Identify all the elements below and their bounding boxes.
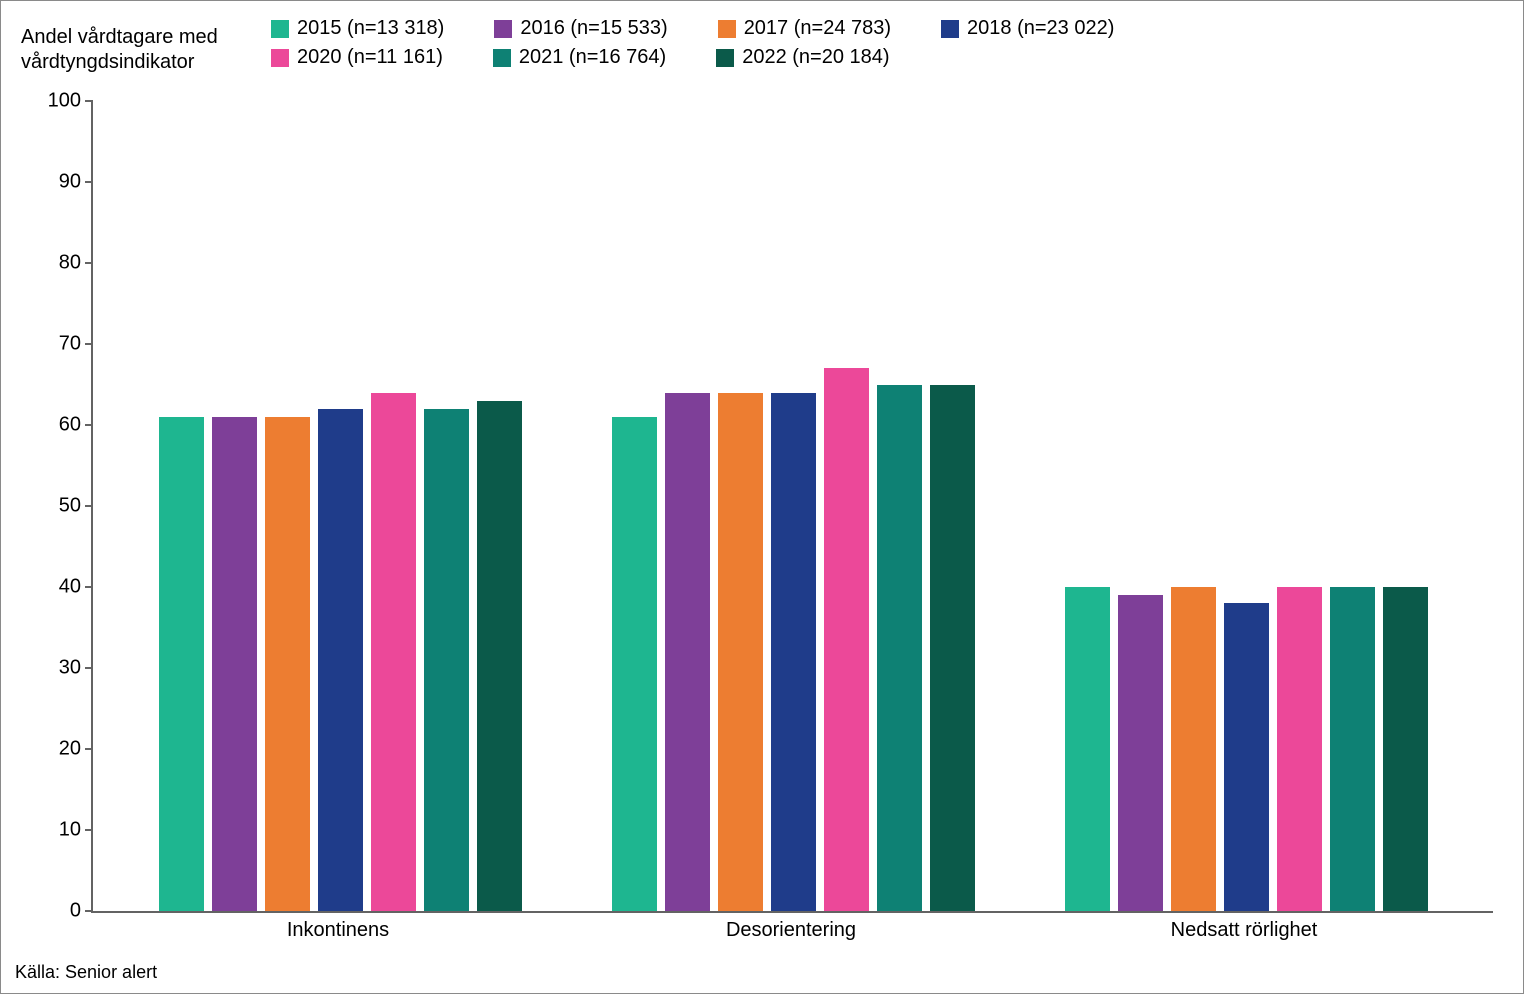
bar <box>265 417 310 911</box>
bars-layer <box>93 101 1493 911</box>
y-tick-label: 10 <box>21 819 81 842</box>
y-axis-title: Andel vårdtagare med vårdtyngdsindikator <box>1 11 271 75</box>
legend-swatch <box>271 49 289 67</box>
y-tick-label: 20 <box>21 738 81 761</box>
y-axis-title-line2: vårdtyngdsindikator <box>21 51 194 73</box>
legend-item: 2020 (n=11 161) <box>271 46 443 69</box>
legend-item: 2018 (n=23 022) <box>941 17 1114 40</box>
category-label: Desorientering <box>726 919 856 942</box>
legend-swatch <box>941 20 959 38</box>
legend-swatch <box>493 49 511 67</box>
y-tick-label: 80 <box>21 252 81 275</box>
y-tick-mark <box>85 262 93 264</box>
bar <box>1224 603 1269 911</box>
legend-item: 2022 (n=20 184) <box>716 46 889 69</box>
y-tick-label: 0 <box>21 900 81 923</box>
chart-frame: Andel vårdtagare med vårdtyngdsindikator… <box>0 0 1524 994</box>
bar <box>159 417 204 911</box>
bar <box>477 401 522 911</box>
bar <box>1171 587 1216 911</box>
source-label: Källa: Senior alert <box>15 962 157 983</box>
bar <box>718 393 763 911</box>
chart-header: Andel vårdtagare med vårdtyngdsindikator… <box>1 11 1523 75</box>
legend-swatch <box>494 20 512 38</box>
y-tick-label: 70 <box>21 333 81 356</box>
y-tick-mark <box>85 910 93 912</box>
bar <box>212 417 257 911</box>
legend-item: 2021 (n=16 764) <box>493 46 666 69</box>
legend-item: 2017 (n=24 783) <box>718 17 891 40</box>
bar <box>824 368 869 911</box>
legend-label: 2015 (n=13 318) <box>297 17 444 40</box>
legend-label: 2020 (n=11 161) <box>297 46 443 69</box>
bar <box>877 385 922 912</box>
bar <box>1330 587 1375 911</box>
plot-area-wrap: 0102030405060708090100 InkontinensDesori… <box>91 101 1491 911</box>
y-tick-mark <box>85 424 93 426</box>
y-tick-label: 60 <box>21 414 81 437</box>
y-tick-mark <box>85 343 93 345</box>
y-tick-mark <box>85 505 93 507</box>
y-tick-label: 90 <box>21 171 81 194</box>
legend-label: 2016 (n=15 533) <box>520 17 667 40</box>
legend: 2015 (n=13 318) 2016 (n=15 533) 2017 (n=24… <box>271 11 1523 75</box>
bar <box>930 385 975 912</box>
bar <box>1065 587 1110 911</box>
y-tick-mark <box>85 748 93 750</box>
category-label: Nedsatt rörlighet <box>1171 919 1318 942</box>
legend-item: 2015 (n=13 318) <box>271 17 444 40</box>
y-tick-label: 100 <box>21 90 81 113</box>
legend-label: 2021 (n=16 764) <box>519 46 666 69</box>
y-tick-label: 30 <box>21 657 81 680</box>
bar <box>318 409 363 911</box>
y-tick-mark <box>85 586 93 588</box>
y-tick-label: 40 <box>21 576 81 599</box>
bar <box>1118 595 1163 911</box>
legend-swatch <box>271 20 289 38</box>
legend-swatch <box>716 49 734 67</box>
bar <box>665 393 710 911</box>
legend-label: 2018 (n=23 022) <box>967 17 1114 40</box>
y-tick-mark <box>85 100 93 102</box>
y-tick-mark <box>85 181 93 183</box>
y-axis-title-line1: Andel vårdtagare med <box>21 26 218 48</box>
bar <box>612 417 657 911</box>
y-tick-label: 50 <box>21 495 81 518</box>
bar <box>1383 587 1428 911</box>
legend-swatch <box>718 20 736 38</box>
bar <box>1277 587 1322 911</box>
plot-area <box>91 101 1493 913</box>
category-label: Inkontinens <box>287 919 389 942</box>
bar <box>771 393 816 911</box>
legend-label: 2022 (n=20 184) <box>742 46 889 69</box>
y-tick-mark <box>85 667 93 669</box>
bar <box>424 409 469 911</box>
y-tick-mark <box>85 829 93 831</box>
legend-label: 2017 (n=24 783) <box>744 17 891 40</box>
bar <box>371 393 416 911</box>
legend-item: 2016 (n=15 533) <box>494 17 667 40</box>
